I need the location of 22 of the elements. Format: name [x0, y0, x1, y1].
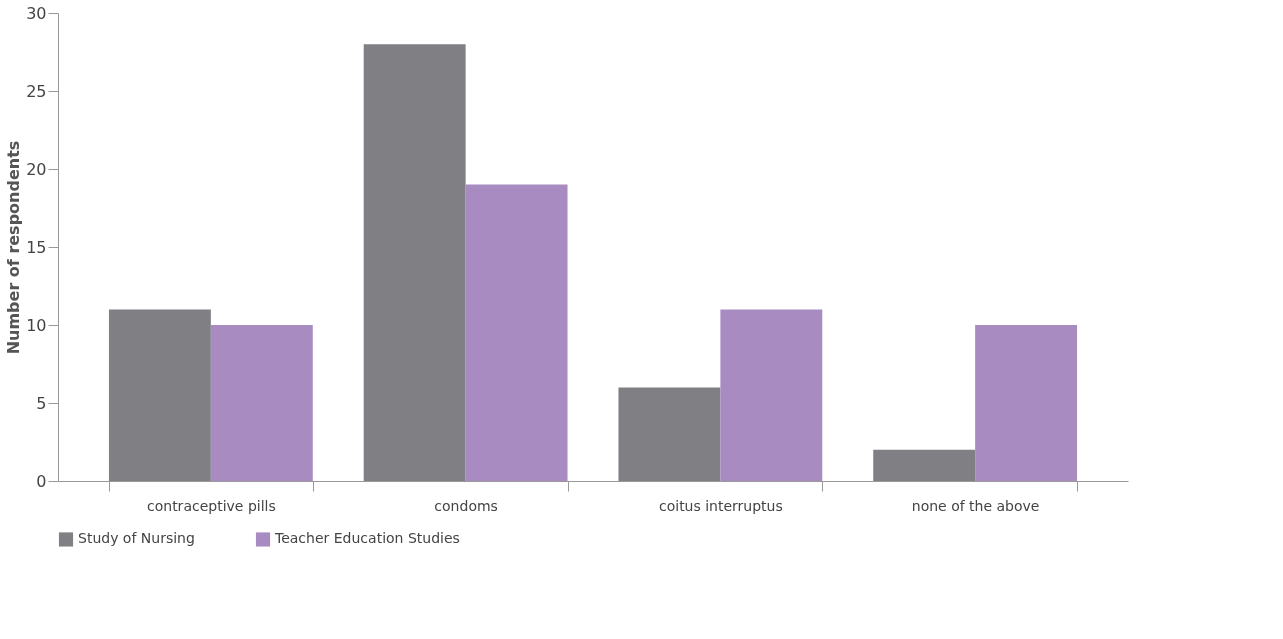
- legend-label: Teacher Education Studies: [274, 530, 460, 547]
- bar: [618, 387, 721, 481]
- bar: [210, 325, 313, 481]
- bar: [975, 325, 1078, 481]
- x-tick-label: none of the above: [911, 497, 1040, 514]
- bar: [363, 44, 466, 481]
- y-tick-label: 20: [26, 159, 47, 179]
- bar: [108, 309, 211, 481]
- x-tick-label: condoms: [434, 497, 498, 514]
- bar: [873, 449, 976, 481]
- y-axis-title: Number of respondents: [4, 140, 24, 355]
- bar: [720, 309, 823, 481]
- y-tick-label: 5: [36, 393, 47, 413]
- y-tick-label: 15: [26, 237, 47, 257]
- y-tick-label: 0: [36, 471, 47, 491]
- x-tick-label: contraceptive pills: [146, 497, 276, 514]
- legend-label: Study of Nursing: [78, 530, 195, 547]
- y-tick-label: 30: [26, 3, 47, 23]
- bar: [465, 184, 568, 481]
- y-tick-label: 25: [26, 81, 47, 101]
- y-tick-label: 10: [26, 315, 47, 335]
- x-tick-label: coitus interruptus: [658, 497, 783, 514]
